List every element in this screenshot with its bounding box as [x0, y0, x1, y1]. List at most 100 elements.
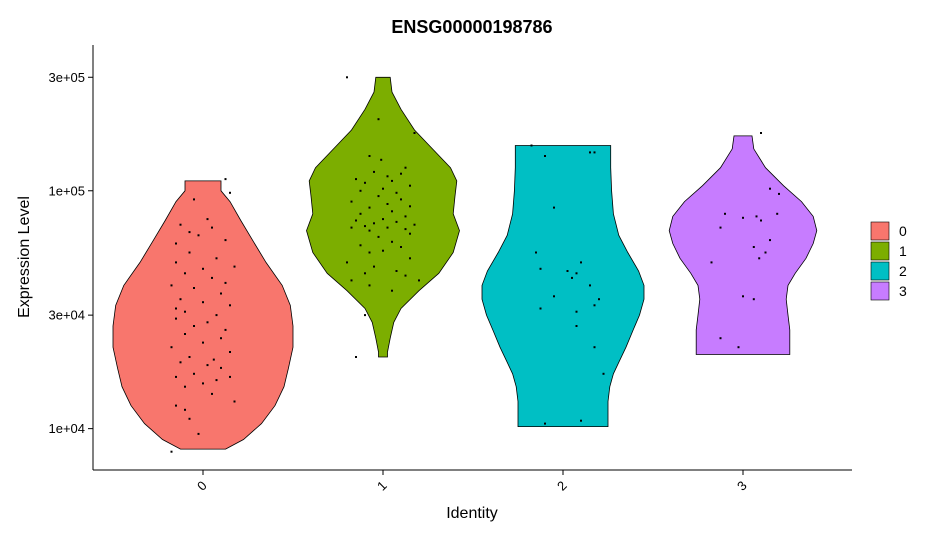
data-point — [724, 212, 726, 215]
data-point — [184, 408, 186, 411]
legend-label: 3 — [899, 283, 907, 299]
data-point — [202, 382, 204, 385]
data-point — [368, 206, 371, 209]
data-point — [755, 215, 758, 218]
data-point — [409, 205, 411, 208]
legend-label: 2 — [899, 263, 907, 279]
violin-3 — [668, 135, 818, 355]
data-point — [229, 351, 231, 353]
data-point — [737, 346, 740, 349]
data-point — [193, 372, 195, 375]
data-point — [193, 287, 195, 289]
data-point — [386, 203, 389, 205]
data-point — [575, 272, 578, 275]
data-point — [188, 231, 191, 234]
data-point — [391, 179, 393, 182]
data-point — [355, 356, 357, 358]
data-point — [377, 195, 380, 198]
chart-title: ENSG00000198786 — [391, 17, 552, 37]
data-point — [539, 267, 542, 270]
data-point — [202, 341, 204, 344]
data-point — [413, 132, 416, 134]
data-point — [377, 118, 380, 121]
data-point — [220, 337, 222, 340]
data-point — [404, 228, 407, 231]
data-point — [193, 325, 195, 327]
y-tick-label: 3e+04 — [48, 308, 85, 323]
data-point — [175, 375, 177, 378]
data-point — [175, 404, 177, 407]
data-point — [229, 191, 231, 194]
data-point — [760, 219, 762, 222]
legend-key-2 — [870, 261, 890, 281]
data-point — [206, 321, 209, 324]
data-point — [382, 218, 384, 221]
data-point — [175, 317, 177, 320]
data-point — [359, 212, 362, 215]
data-point — [589, 284, 591, 287]
data-point — [184, 310, 186, 313]
data-point — [395, 270, 398, 272]
data-point — [220, 366, 222, 369]
data-point — [373, 265, 375, 268]
data-point — [710, 261, 713, 264]
data-point — [179, 298, 182, 301]
x-tick-label: 0 — [194, 478, 210, 494]
data-point — [719, 226, 722, 229]
data-point — [575, 325, 578, 327]
data-point — [377, 235, 380, 238]
data-point — [373, 170, 375, 173]
data-point — [404, 166, 407, 169]
data-point — [553, 206, 555, 209]
x-axis-title: Identity — [446, 505, 498, 522]
data-point — [224, 328, 227, 331]
data-point — [202, 301, 204, 304]
data-point — [188, 251, 191, 254]
data-point — [602, 372, 605, 375]
data-point — [206, 364, 209, 367]
data-point — [229, 304, 231, 307]
data-point — [544, 422, 546, 425]
data-point — [368, 155, 371, 157]
data-point — [179, 223, 182, 226]
legend-key-3 — [870, 281, 890, 301]
data-point — [229, 375, 231, 378]
data-point — [350, 279, 353, 282]
data-point — [211, 226, 213, 229]
data-point — [368, 251, 371, 254]
legend-label: 0 — [899, 223, 907, 239]
data-point — [742, 216, 744, 219]
data-point — [359, 189, 362, 192]
data-points — [170, 76, 780, 453]
data-point — [364, 314, 366, 317]
data-point — [764, 251, 767, 254]
data-point — [382, 187, 384, 190]
data-point — [575, 310, 578, 313]
data-point — [233, 265, 236, 268]
data-point — [593, 151, 596, 154]
violin-1 — [306, 76, 460, 358]
data-point — [409, 232, 411, 235]
data-point — [400, 172, 402, 175]
data-point — [413, 223, 416, 226]
data-point — [778, 192, 780, 195]
data-point — [742, 295, 744, 298]
data-point — [170, 284, 173, 287]
data-point — [404, 274, 407, 277]
legend-label: 1 — [899, 243, 907, 259]
data-point — [211, 276, 213, 279]
data-point — [758, 257, 761, 260]
data-point — [776, 212, 779, 215]
data-point — [233, 400, 236, 403]
data-point — [206, 218, 209, 221]
legend-key-1 — [870, 241, 890, 261]
y-tick-label: 1e+05 — [48, 183, 85, 198]
data-point — [395, 191, 398, 194]
data-point — [224, 239, 227, 242]
data-point — [418, 279, 420, 282]
data-point — [212, 358, 215, 361]
data-point — [752, 246, 755, 248]
x-axis-ticks: 0 1 2 3 — [194, 470, 750, 494]
legend-key-0 — [870, 221, 890, 241]
data-point — [580, 419, 582, 422]
